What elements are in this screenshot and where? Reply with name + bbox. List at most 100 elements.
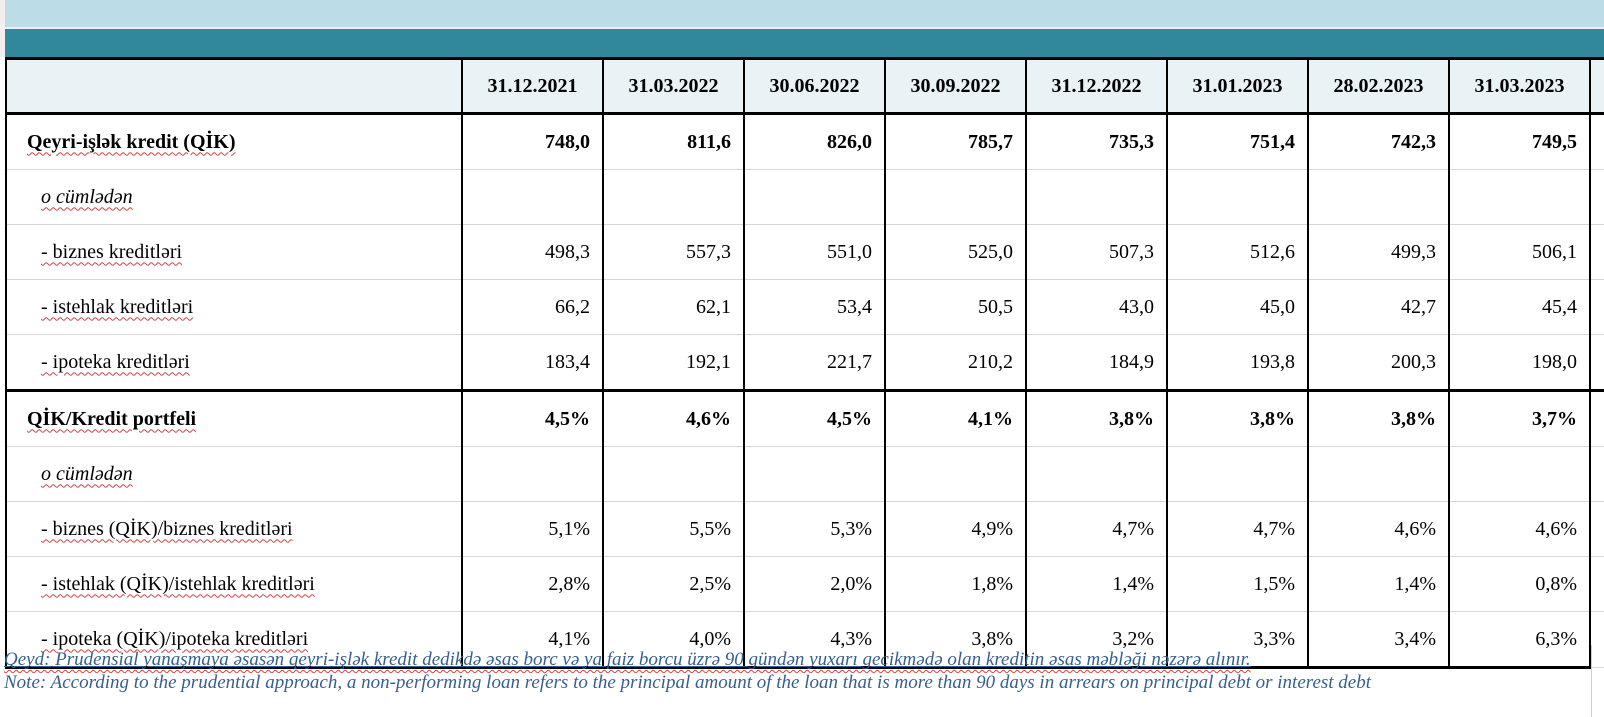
value-cell: 2,8% xyxy=(461,556,603,612)
value-cell xyxy=(1307,446,1449,502)
value-cell: 2,0% xyxy=(743,556,885,612)
value-cell: 551,0 xyxy=(743,224,885,280)
row-label: - biznes kreditləri xyxy=(6,224,462,280)
value-cell: 184,9 xyxy=(1025,334,1167,391)
value-cell: 1,4% xyxy=(1025,556,1167,612)
row-label: o cümlədən xyxy=(6,446,462,502)
value-cell: 5,5% xyxy=(602,501,744,557)
stub-cell xyxy=(1589,389,1604,447)
value-cell: 499,3 xyxy=(1307,224,1449,280)
value-cell: 3,7% xyxy=(1448,389,1590,447)
top-banner-light xyxy=(5,0,1604,27)
value-cell: 42,7 xyxy=(1307,279,1449,335)
value-cell: 826,0 xyxy=(743,112,885,170)
value-cell xyxy=(1025,169,1167,225)
value-cell: 200,3 xyxy=(1307,334,1449,391)
value-cell: 748,0 xyxy=(461,112,603,170)
stub-cell xyxy=(1589,279,1604,335)
value-cell: 4,3% xyxy=(743,611,885,669)
footnote-azerbaijani: Qeyd: Prudensial yanaşmaya əsasən qeyri-… xyxy=(4,648,1594,671)
value-cell: 4,5% xyxy=(461,389,603,447)
row-label: - istehlak kreditləri xyxy=(6,279,462,335)
value-cell: 735,3 xyxy=(1025,112,1167,170)
value-cell xyxy=(461,169,603,225)
footnotes: Qeyd: Prudensial yanaşmaya əsasən qeyri-… xyxy=(4,648,1594,694)
column-header-date: 31.03.2023 xyxy=(1448,57,1590,115)
stub-cell xyxy=(1589,446,1604,502)
value-cell: 183,4 xyxy=(461,334,603,391)
value-cell: 3,8% xyxy=(1166,389,1308,447)
value-cell: 506,1 xyxy=(1448,224,1590,280)
row-label: - ipoteka kreditləri xyxy=(6,334,462,391)
value-cell xyxy=(743,169,885,225)
value-cell xyxy=(1025,446,1167,502)
value-cell: 6,3% xyxy=(1448,611,1590,669)
row-label: Qeyri-işlək kredit (QİK) xyxy=(6,112,462,170)
value-cell: 45,4 xyxy=(1448,279,1590,335)
table-row: - istehlak (QİK)/istehlak kreditləri 2,8%… xyxy=(6,556,1604,612)
column-header-date: 31.12.2022 xyxy=(1025,57,1167,115)
value-cell: 742,3 xyxy=(1307,112,1449,170)
value-cell: 749,5 xyxy=(1448,112,1590,170)
column-header-date: 28.02.2023 xyxy=(1307,57,1449,115)
value-cell: 4,7% xyxy=(1025,501,1167,557)
footnote-azerbaijani-text: Qeyd: Prudensial yanaşmaya əsasən qeyri-… xyxy=(4,649,1251,670)
row-label: - ipoteka (QİK)/ipoteka kreditləri xyxy=(6,611,462,669)
value-cell: 2,5% xyxy=(602,556,744,612)
value-cell: 1,4% xyxy=(1307,556,1449,612)
table-body: Qeyri-işlək kredit (QİK) 748,0 811,6 826,0 7… xyxy=(6,112,1604,669)
value-cell: 1,8% xyxy=(884,556,1026,612)
row-label: o cümlədən xyxy=(6,169,462,225)
value-cell: 198,0 xyxy=(1448,334,1590,391)
value-cell: 43,0 xyxy=(1025,279,1167,335)
banner-divider xyxy=(5,27,1604,29)
value-cell xyxy=(1307,169,1449,225)
value-cell: 4,6% xyxy=(602,389,744,447)
value-cell: 3,8% xyxy=(1307,389,1449,447)
row-label: - istehlak (QİK)/istehlak kreditləri xyxy=(6,556,462,612)
column-header-label xyxy=(6,57,462,115)
value-cell xyxy=(1166,446,1308,502)
column-header-date: 30.06.2022 xyxy=(743,57,885,115)
value-cell: 210,2 xyxy=(884,334,1026,391)
value-cell: 4,7% xyxy=(1166,501,1308,557)
value-cell: 4,5% xyxy=(743,389,885,447)
column-header-date: 30.09.2022 xyxy=(884,57,1026,115)
value-cell xyxy=(1166,169,1308,225)
value-cell: 512,6 xyxy=(1166,224,1308,280)
value-cell: 507,3 xyxy=(1025,224,1167,280)
value-cell xyxy=(461,446,603,502)
table-row: - ipoteka kreditləri 183,4 192,1 221,7 210,2… xyxy=(6,334,1604,391)
column-header-date: 31.01.2023 xyxy=(1166,57,1308,115)
stub-cell xyxy=(1589,334,1604,391)
value-cell: 62,1 xyxy=(602,279,744,335)
table-row: o cümlədən xyxy=(6,169,1604,225)
value-cell: 525,0 xyxy=(884,224,1026,280)
value-cell xyxy=(1448,446,1590,502)
stub-cell xyxy=(1589,556,1604,612)
value-cell: 221,7 xyxy=(743,334,885,391)
stub-cell xyxy=(1589,611,1604,668)
value-cell xyxy=(1448,169,1590,225)
table-row: o cümlədən xyxy=(6,446,1604,502)
value-cell xyxy=(884,169,1026,225)
table-header: 31.12.2021 31.03.2022 30.06.2022 30.09.2022… xyxy=(6,57,1604,115)
value-cell: 4,6% xyxy=(1307,501,1449,557)
value-cell: 5,3% xyxy=(743,501,885,557)
value-cell: 0,8% xyxy=(1448,556,1590,612)
npl-table: 31.12.2021 31.03.2022 30.06.2022 30.09.2022… xyxy=(5,57,1604,669)
stub-cell xyxy=(1589,501,1604,557)
footnote-english: Note: According to the prudential approa… xyxy=(4,671,1594,694)
table-row: - biznes (QİK)/biznes kreditləri 5,1% 5,5%… xyxy=(6,501,1604,557)
stub-cell xyxy=(1589,169,1604,225)
value-cell: 3,8% xyxy=(884,611,1026,669)
value-cell: 4,0% xyxy=(602,611,744,669)
stub-column-header xyxy=(1589,57,1604,115)
value-cell: 53,4 xyxy=(743,279,885,335)
value-cell: 785,7 xyxy=(884,112,1026,170)
stub-column-tail-line xyxy=(1591,645,1592,717)
value-cell: 1,5% xyxy=(1166,556,1308,612)
table-row: - ipoteka (QİK)/ipoteka kreditləri 4,1% 4,… xyxy=(6,611,1604,669)
row-label: - biznes (QİK)/biznes kreditləri xyxy=(6,501,462,557)
